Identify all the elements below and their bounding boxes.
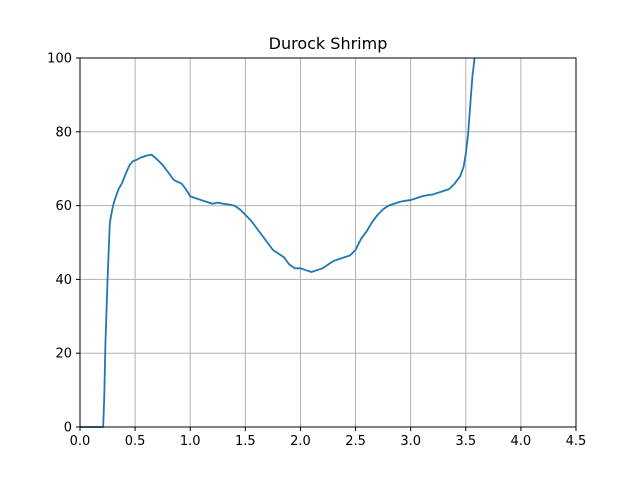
x-tick-label: 3.5 — [455, 434, 476, 449]
y-axis: 0 20 40 60 80 100 — [47, 52, 80, 436]
x-axis: 0.0 0.5 1.0 1.5 2.0 2.5 3.0 3.5 4.0 4.5 — [70, 427, 587, 449]
x-tick-label: 0.5 — [125, 434, 146, 449]
grid — [79, 57, 577, 428]
x-tick-label: 0.0 — [70, 434, 91, 449]
x-tick-label: 3.0 — [400, 434, 421, 449]
plot-area-frame — [79, 57, 577, 428]
x-tick-label: 4.5 — [566, 434, 587, 449]
x-tick-label: 1.5 — [235, 434, 256, 449]
y-tick-label: 100 — [47, 52, 72, 67]
x-tick-label: 4.0 — [511, 434, 532, 449]
y-tick-label: 80 — [55, 125, 72, 140]
series-layer — [80, 57, 476, 428]
x-tick-label: 2.0 — [290, 434, 311, 449]
y-tick-label: 20 — [55, 347, 72, 362]
y-tick-label: 40 — [55, 273, 72, 288]
y-tick-label: 0 — [64, 421, 72, 436]
y-tick-label: 60 — [55, 199, 72, 214]
series-line — [80, 57, 476, 428]
x-tick-label: 1.0 — [180, 434, 201, 449]
x-tick-label: 2.5 — [345, 434, 366, 449]
chart-title: Durock Shrimp — [269, 34, 388, 53]
